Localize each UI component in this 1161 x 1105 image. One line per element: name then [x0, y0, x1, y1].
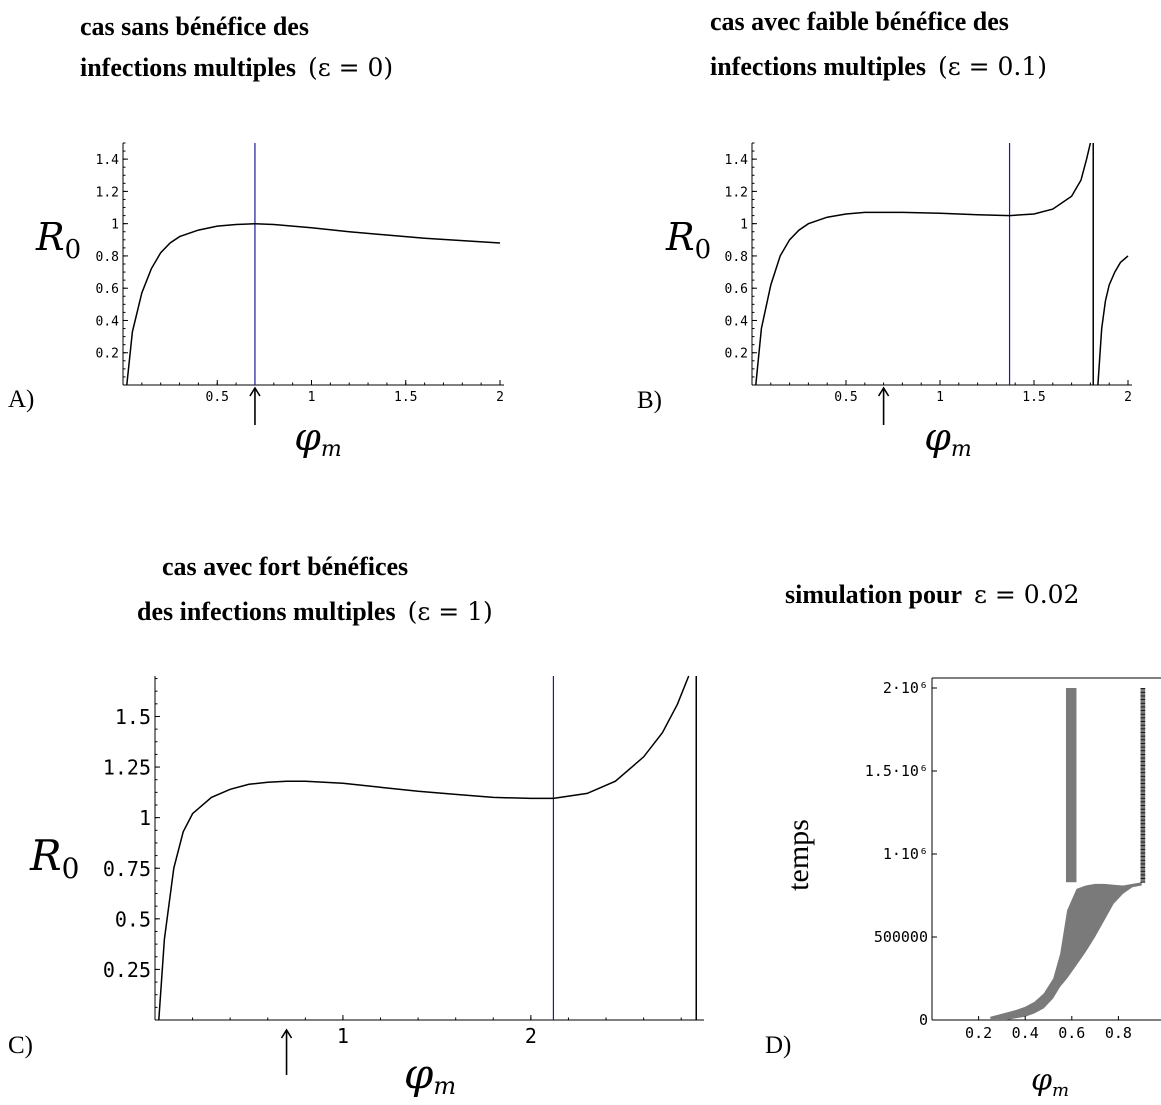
- panel-d-x-tick-label: 0.8: [1105, 1024, 1132, 1042]
- panel-c-x-tick-label: 2: [525, 1024, 537, 1048]
- panel-c-x-tick-label: 1: [337, 1024, 349, 1048]
- panel-b-title-line2-group: infections multiples (ε = 0.1): [710, 52, 1047, 81]
- panel-d-y-tick-label: 0: [919, 1011, 928, 1029]
- panel-b-letter: B): [637, 387, 662, 414]
- panel-a-x-label-sub: m: [321, 437, 342, 462]
- panel-d-y-label: temps: [782, 819, 815, 891]
- panel-d-x-tick-label: 0.2: [965, 1024, 992, 1042]
- panel-c-y-tick-label: 0.25: [103, 958, 151, 982]
- panel-c-r0-curve-0: [158, 675, 690, 1021]
- panel-d-y-tick-label: 2·10⁶: [883, 679, 928, 697]
- panel-b-x-label-sub: m: [951, 437, 972, 462]
- panel-a-y-tick-label: 0.8: [96, 250, 119, 265]
- panel-b-title-line1: cas avec faible bénéfice des: [710, 7, 1009, 36]
- panel-b-y-tick-label: 1.2: [725, 185, 748, 200]
- panel-b-y-tick-label: 0.4: [725, 314, 749, 329]
- panel-a-y-tick-label: 1.4: [96, 153, 120, 168]
- panel-d-simulation-column-1: [1140, 688, 1146, 883]
- chart-panel-d: 05000001·10⁶1.5·10⁶2·10⁶0.20.40.60.81tem…: [782, 677, 1161, 1101]
- panel-c-x-label: φm: [404, 1049, 456, 1100]
- panel-b-y-tick-label: 0.8: [725, 250, 748, 265]
- panel-b-y-tick-label: 0.2: [725, 347, 748, 362]
- panel-a-r0-curve-0: [126, 222, 501, 386]
- panel-a-y-tick-label: 0.4: [96, 314, 120, 329]
- panel-a-x-tick-label: 1: [308, 390, 316, 405]
- panel-b-title-line2: infections multiples: [710, 52, 926, 81]
- panel-c-y-tick-label: 1.5: [115, 705, 151, 729]
- panel-c-y-tick-label: 0.75: [103, 857, 151, 881]
- panel-b-x-label-main: φ: [924, 415, 951, 459]
- panel-a-x-label: φm: [294, 415, 341, 462]
- chart-panel-b: 0.2 0.4 0.6 0.8 1 1.2 1.4 0.5 1 1.5 2 R0 φm: [665, 142, 1132, 462]
- panel-b-y-tick-label: 0.6: [725, 282, 748, 297]
- panel-b-x-tick-label: 1.5: [1022, 390, 1045, 405]
- panel-d-letter: D): [765, 1032, 791, 1059]
- chart-panel-a: 0.2 0.4 0.6 0.8 1 1.2 1.4 0.5 1 1.5 2 R0 φm: [35, 142, 504, 462]
- panel-d-x-label-main: φ: [1031, 1063, 1052, 1098]
- panel-d-y-tick-label: 1·10⁶: [883, 845, 928, 863]
- panel-d-simulation-band: [990, 882, 1142, 1020]
- panel-a-y-label-main: R: [35, 215, 65, 259]
- panel-a-title-line2-group: infections multiples (ε = 0): [80, 53, 393, 82]
- panel-a-x-tick-label: 0.5: [206, 390, 229, 405]
- panel-b-y-tick-label: 1.4: [725, 153, 749, 168]
- panel-d-x-label-sub: m: [1052, 1080, 1069, 1101]
- panel-b-title-eq: (ε = 0.1): [938, 52, 1047, 81]
- panel-c-arrowhead-icon: [280, 1028, 293, 1039]
- panel-a-x-tick-label: 1.5: [394, 390, 417, 405]
- panel-a-y-label-sub: 0: [65, 235, 82, 265]
- panel-b-arrowhead-icon: [877, 386, 890, 397]
- panel-b-y-tick-label: 1: [740, 218, 748, 233]
- panel-a-title-line2: infections multiples: [80, 53, 296, 82]
- panel-c-title-line2-group: des infections multiples (ε = 1): [137, 597, 493, 626]
- panel-c-y-label: R0: [29, 831, 79, 885]
- panel-a-arrowhead-icon: [249, 386, 261, 397]
- panel-b-r0-curve-0: [755, 142, 1092, 386]
- panel-a-y-tick-label: 1: [111, 218, 119, 233]
- panel-c-letter: C): [8, 1032, 33, 1059]
- panel-b-x-tick-label: 1: [936, 390, 944, 405]
- panel-c-x-label-main: φ: [404, 1049, 434, 1098]
- panel-d-y-tick-label: 500000: [874, 928, 928, 946]
- panel-a-y-tick-label: 0.6: [96, 282, 119, 297]
- panel-c-title-line2: des infections multiples: [137, 597, 396, 626]
- panel-a-letter: A): [8, 386, 34, 413]
- panel-d-x-tick-label: 0.4: [1012, 1024, 1039, 1042]
- panel-c-title-line1: cas avec fort bénéfices: [162, 552, 408, 581]
- panel-c-y-tick-label: 0.5: [115, 907, 151, 931]
- panel-b-x-tick-label: 2: [1124, 390, 1132, 405]
- panel-c-y-label-sub: 0: [62, 852, 80, 885]
- panel-d-title-group: simulation pour ε = 0.02: [785, 580, 1079, 609]
- panel-b-r0-curve-1: [1097, 255, 1129, 386]
- panel-a-title-line1: cas sans bénéfice des: [80, 12, 309, 41]
- panel-a-y-tick-label: 1.2: [96, 185, 119, 200]
- panel-b-y-label-sub: 0: [695, 235, 712, 265]
- panel-b-x-label: φm: [924, 415, 971, 462]
- panel-b-y-label: R0: [665, 215, 711, 265]
- panel-d-y-tick-label: 1.5·10⁶: [865, 762, 928, 780]
- panel-a-title-eq: (ε = 0): [308, 53, 393, 82]
- panel-a-y-label: R0: [35, 215, 81, 265]
- panel-d-title-line1: simulation pour: [785, 580, 962, 609]
- panel-c-y-tick-label: 1.25: [103, 756, 151, 780]
- panel-a-y-tick-label: 0.2: [96, 347, 119, 362]
- panel-a-x-label-main: φ: [294, 415, 321, 459]
- panel-d-simulation-column-0: [1065, 688, 1077, 883]
- panel-d-title-eq: ε = 0.02: [974, 580, 1079, 609]
- panel-c-x-label-sub: m: [433, 1072, 456, 1100]
- panel-d-x-label: φm: [1031, 1063, 1069, 1101]
- panel-d-x-tick-label: 0.6: [1058, 1024, 1085, 1042]
- chart-panel-c: 0.25 0.5 0.75 1 1.25 1.5 1 2 R0 φm: [29, 675, 704, 1100]
- panel-c-title-eq: (ε = 1): [408, 597, 493, 626]
- panel-c-y-tick-label: 1: [139, 806, 151, 830]
- panel-a-x-tick-label: 2: [496, 390, 504, 405]
- panel-b-x-tick-label: 0.5: [834, 390, 857, 405]
- panel-b-y-label-main: R: [665, 215, 695, 259]
- panel-c-y-label-main: R: [29, 831, 62, 880]
